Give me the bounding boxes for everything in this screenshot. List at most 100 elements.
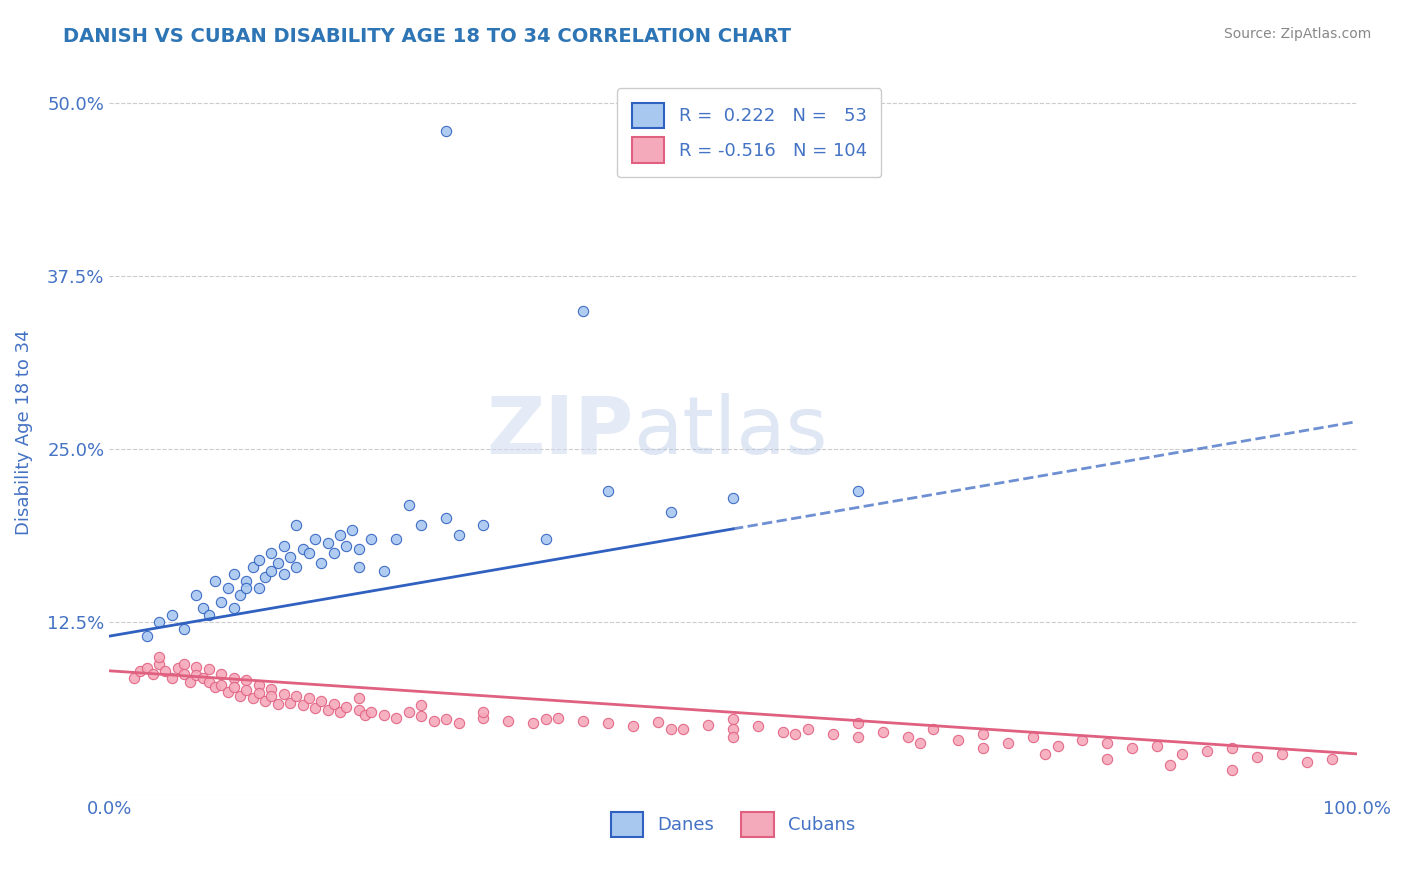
Point bbox=[1296, 755, 1319, 769]
Point bbox=[222, 681, 245, 695]
Point bbox=[229, 588, 252, 602]
Point bbox=[260, 564, 283, 578]
Point bbox=[534, 712, 557, 726]
Point bbox=[1097, 752, 1119, 766]
Point bbox=[135, 629, 157, 643]
Point bbox=[273, 539, 295, 553]
Point bbox=[242, 560, 264, 574]
Point bbox=[291, 541, 314, 556]
Point bbox=[872, 724, 894, 739]
Point bbox=[1220, 764, 1243, 778]
Point bbox=[572, 714, 595, 728]
Point bbox=[148, 657, 170, 671]
Point bbox=[309, 556, 332, 570]
Point bbox=[910, 736, 932, 750]
Point bbox=[747, 719, 769, 733]
Point bbox=[222, 566, 245, 581]
Point bbox=[198, 674, 221, 689]
Point bbox=[298, 691, 321, 706]
Point bbox=[385, 711, 408, 725]
Point bbox=[498, 714, 520, 728]
Point bbox=[222, 671, 245, 685]
Text: DANISH VS CUBAN DISABILITY AGE 18 TO 34 CORRELATION CHART: DANISH VS CUBAN DISABILITY AGE 18 TO 34 … bbox=[63, 27, 792, 45]
Point bbox=[1320, 752, 1343, 766]
Point bbox=[191, 671, 214, 685]
Point bbox=[148, 649, 170, 664]
Point bbox=[785, 727, 807, 741]
Point bbox=[247, 686, 270, 700]
Point bbox=[266, 697, 288, 711]
Point bbox=[1197, 744, 1219, 758]
Point bbox=[360, 706, 382, 720]
Point bbox=[1121, 741, 1143, 756]
Point bbox=[721, 491, 744, 505]
Point bbox=[921, 722, 943, 736]
Point bbox=[186, 588, 208, 602]
Point bbox=[897, 731, 920, 745]
Point bbox=[160, 671, 183, 685]
Point bbox=[1220, 741, 1243, 756]
Point bbox=[142, 666, 165, 681]
Y-axis label: Disability Age 18 to 34: Disability Age 18 to 34 bbox=[15, 329, 32, 535]
Point bbox=[316, 536, 339, 550]
Point bbox=[273, 566, 295, 581]
Point bbox=[278, 550, 301, 565]
Point bbox=[304, 701, 326, 715]
Point bbox=[347, 691, 370, 706]
Point bbox=[309, 694, 332, 708]
Point bbox=[409, 709, 432, 723]
Point bbox=[322, 546, 344, 560]
Point bbox=[422, 714, 444, 728]
Point bbox=[247, 581, 270, 595]
Point bbox=[235, 673, 257, 688]
Point bbox=[434, 511, 457, 525]
Point bbox=[285, 518, 308, 533]
Point bbox=[598, 716, 620, 731]
Point bbox=[335, 539, 357, 553]
Point bbox=[373, 708, 395, 723]
Point bbox=[285, 560, 308, 574]
Point bbox=[1071, 733, 1094, 747]
Point bbox=[721, 722, 744, 736]
Point bbox=[846, 716, 869, 731]
Point bbox=[1046, 739, 1069, 753]
Point bbox=[398, 706, 420, 720]
Point bbox=[198, 662, 221, 676]
Point bbox=[304, 533, 326, 547]
Point bbox=[254, 694, 277, 708]
Text: atlas: atlas bbox=[633, 393, 828, 471]
Text: ZIP: ZIP bbox=[486, 393, 633, 471]
Point bbox=[409, 698, 432, 713]
Point bbox=[972, 741, 994, 756]
Point bbox=[129, 664, 152, 678]
Point bbox=[155, 664, 177, 678]
Point bbox=[316, 702, 339, 716]
Point bbox=[472, 518, 495, 533]
Point bbox=[260, 681, 283, 696]
Point bbox=[659, 505, 682, 519]
Point bbox=[347, 702, 370, 716]
Point bbox=[235, 683, 257, 698]
Point bbox=[198, 608, 221, 623]
Point bbox=[135, 661, 157, 675]
Point bbox=[335, 699, 357, 714]
Point bbox=[472, 711, 495, 725]
Point bbox=[821, 727, 844, 741]
Point bbox=[329, 528, 352, 542]
Point bbox=[846, 483, 869, 498]
Point bbox=[191, 601, 214, 615]
Point bbox=[547, 711, 569, 725]
Point bbox=[721, 712, 744, 726]
Point bbox=[434, 712, 457, 726]
Point bbox=[598, 483, 620, 498]
Point bbox=[160, 608, 183, 623]
Point bbox=[266, 556, 288, 570]
Point bbox=[260, 689, 283, 703]
Point bbox=[173, 657, 195, 671]
Point bbox=[572, 303, 595, 318]
Point bbox=[1033, 747, 1056, 761]
Point bbox=[122, 671, 145, 685]
Point bbox=[354, 708, 377, 723]
Point bbox=[409, 518, 432, 533]
Point bbox=[1097, 736, 1119, 750]
